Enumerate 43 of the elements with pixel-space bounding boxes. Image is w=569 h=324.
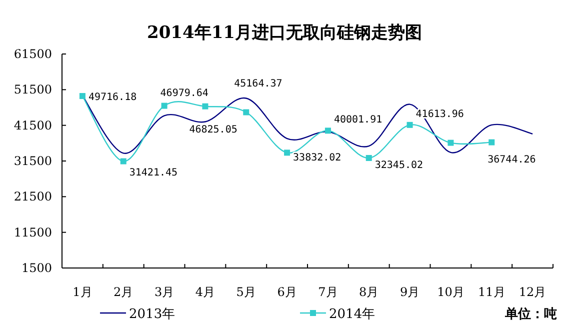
x-tick-label: 10月 (437, 285, 464, 299)
x-tick-label: 8月 (359, 285, 379, 299)
y-tick-label: 41500 (14, 118, 52, 132)
point (366, 154, 372, 161)
legend-label: 2014年 (329, 307, 376, 322)
y-tick-label: 31500 (14, 154, 52, 168)
data-label: 36744.26 (488, 154, 536, 166)
x-tick-label: 7月 (318, 285, 338, 299)
point (406, 122, 413, 128)
x-tick-label: 11月 (478, 285, 506, 299)
data-label: 32345.02 (374, 160, 424, 171)
x-tick-label: 12月 (518, 285, 546, 299)
point (488, 139, 495, 146)
x-tick-label: 1月 (72, 285, 92, 299)
x-tick-label: 6月 (277, 285, 297, 299)
y-tick-label: 1500 (21, 261, 52, 275)
chart-title: 2014年11月进口无取向硅钢走势图 (147, 23, 422, 43)
data-label: 46825.05 (189, 124, 238, 136)
data-label: 45164.37 (234, 78, 282, 90)
point (120, 158, 126, 164)
point (324, 128, 331, 134)
data-label: 31421.45 (129, 167, 178, 178)
data-label: 49716.18 (88, 92, 137, 104)
y-tick-label: 21500 (14, 190, 52, 204)
x-tick-label: 9月 (400, 285, 420, 299)
y-tick-label: 11500 (14, 225, 52, 240)
point (448, 140, 454, 146)
data-label: 33832.02 (293, 152, 342, 164)
legend-label: 2013年 (129, 307, 176, 322)
y-tick-label: 51500 (14, 82, 52, 97)
point (243, 109, 250, 116)
point (284, 150, 290, 156)
x-tick-label: 4月 (195, 285, 216, 299)
data-label: 46979.64 (160, 88, 208, 99)
text: 单位：吨 (504, 306, 557, 322)
point (79, 93, 86, 100)
x-tick-label: 3月 (154, 285, 174, 299)
data-label: 40001.91 (334, 114, 382, 126)
x-tick-label: 5月 (236, 285, 256, 299)
x-tick-label: 2月 (114, 285, 134, 299)
point (161, 102, 168, 109)
y-tick-label: 61500 (14, 47, 52, 61)
point (202, 103, 208, 110)
